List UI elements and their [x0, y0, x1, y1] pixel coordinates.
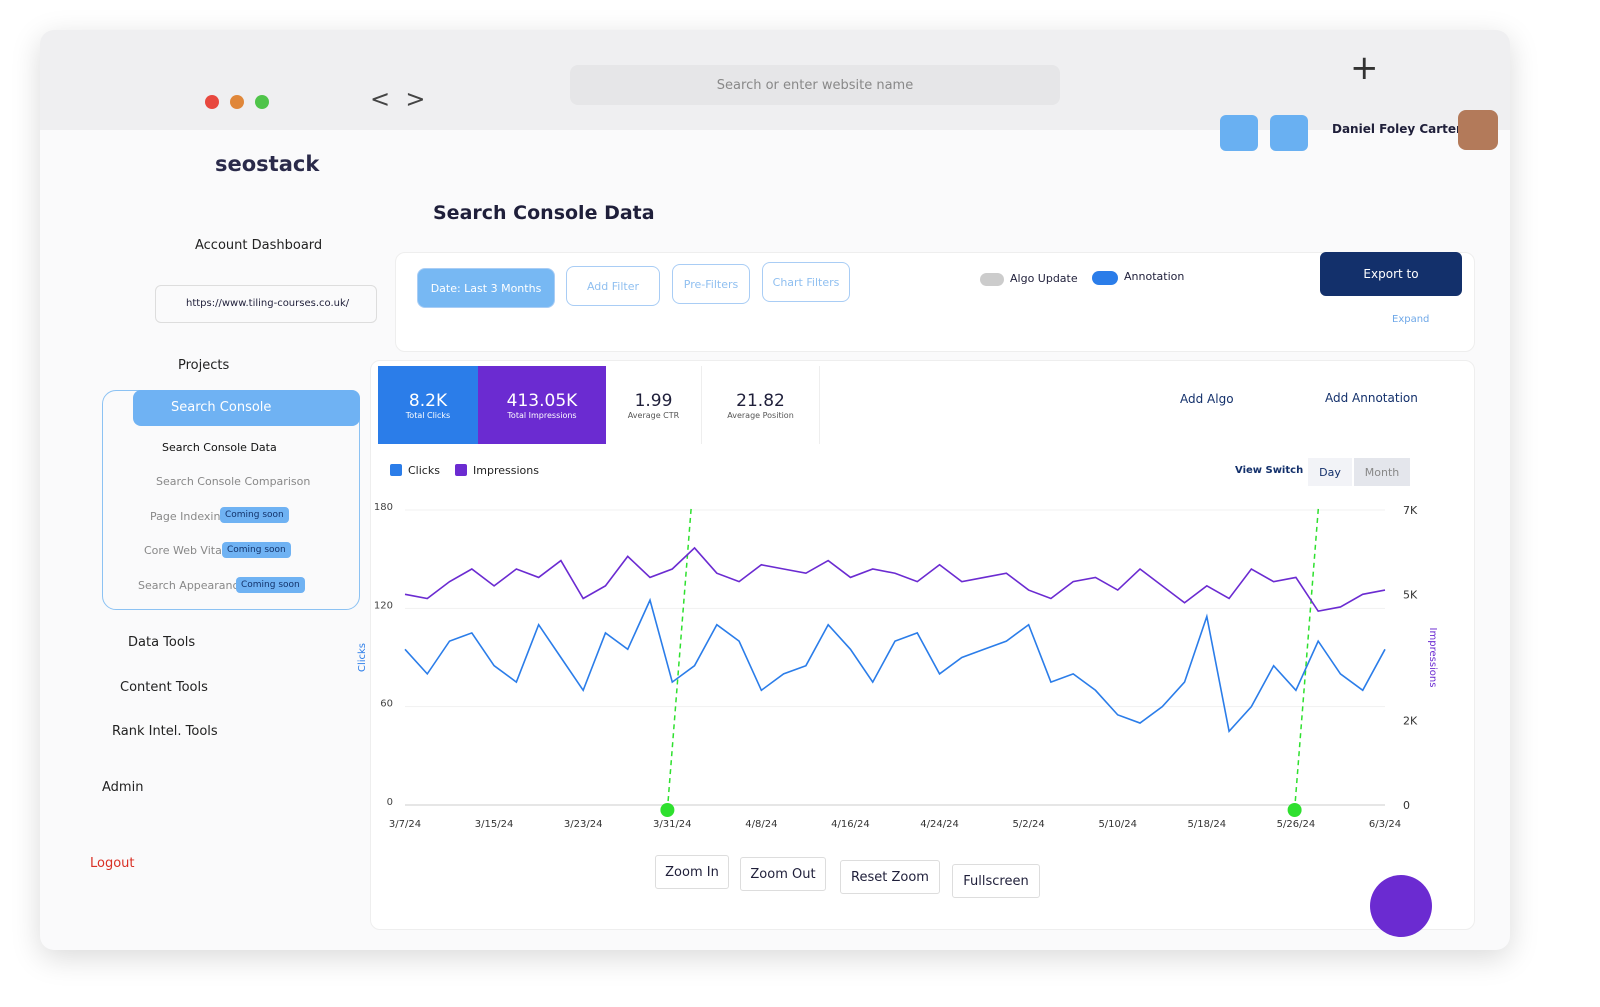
y2-tick-label: 2K	[1403, 715, 1418, 728]
toggle[interactable]	[1092, 271, 1118, 285]
zoom-button[interactable]: Zoom In	[655, 855, 729, 889]
toggle-label: Algo Update	[1010, 272, 1078, 285]
nav-arrows[interactable]: < >	[370, 85, 426, 113]
sub-item[interactable]: Page Indexing	[150, 510, 228, 523]
expand-link[interactable]: Expand	[1392, 314, 1430, 325]
chart-panel	[370, 360, 1475, 930]
user-name[interactable]: Daniel Foley Carter	[1332, 122, 1462, 136]
metric-card[interactable]: 21.82 Average Position	[702, 366, 820, 444]
logout[interactable]: Logout	[90, 856, 135, 871]
x-tick-label: 6/3/24	[1369, 819, 1401, 830]
y-tick-label: 60	[380, 699, 393, 710]
y-tick-label: 0	[387, 797, 393, 808]
metric-label: Total Clicks	[405, 410, 451, 420]
date-filter[interactable]: Date: Last 3 Months	[417, 268, 555, 308]
close-dot[interactable]	[205, 95, 219, 109]
annotation-line	[1293, 504, 1320, 811]
y-tick-label: 120	[374, 600, 393, 611]
x-tick-label: 3/23/24	[564, 819, 603, 830]
x-tick-label: 3/7/24	[389, 819, 421, 830]
chat-button[interactable]	[1370, 875, 1432, 937]
metric-card[interactable]: 413.05K Total Impressions	[478, 366, 606, 444]
y2-tick-label: 5K	[1403, 588, 1418, 601]
nav-item[interactable]: Projects	[178, 358, 230, 373]
sub-item[interactable]: Search Console Data	[162, 441, 277, 454]
export-button[interactable]: Export to	[1320, 252, 1462, 296]
nav-item[interactable]: Admin	[102, 780, 144, 795]
x-tick-label: 5/26/24	[1277, 819, 1316, 830]
y2-axis-title: Impressions	[1427, 628, 1438, 688]
sub-item[interactable]: Search Appearance	[138, 579, 246, 592]
nav-item[interactable]: Account Dashboard	[195, 238, 323, 253]
x-tick-label: 4/8/24	[745, 819, 777, 830]
sub-item[interactable]: Core Web Vitals	[144, 544, 231, 557]
y-tick-label: 180	[374, 502, 393, 513]
zoom-button[interactable]: Zoom Out	[740, 857, 826, 891]
annotation-marker	[1287, 803, 1302, 817]
view-option[interactable]: Month	[1354, 458, 1410, 486]
series-line	[404, 597, 1386, 733]
metric-card[interactable]: 1.99 Average CTR	[606, 366, 702, 444]
x-tick-label: 3/15/24	[475, 819, 514, 830]
legend-label: Clicks	[408, 464, 440, 477]
view-switch-label: View Switch	[1235, 465, 1304, 476]
page-title: Search Console Data	[433, 202, 655, 224]
add-annotation[interactable]: Add Annotation	[1325, 391, 1418, 405]
filter-button[interactable]: Pre-Filters	[672, 264, 750, 304]
settings-button[interactable]	[1220, 115, 1258, 151]
x-tick-label: 4/24/24	[920, 819, 959, 830]
nav-item-active[interactable]: Search Console	[133, 390, 360, 426]
x-tick-label: 5/2/24	[1013, 819, 1045, 830]
legend-label: Impressions	[473, 464, 539, 477]
nav-item[interactable]: Content Tools	[120, 680, 208, 695]
browser-window: < > Search or enter website name + Danie…	[40, 30, 1510, 950]
badge: Coming soon	[220, 507, 289, 523]
y2-tick-label: 0	[1403, 799, 1410, 812]
site-select[interactable]: https://www.tiling-courses.co.uk/	[155, 285, 377, 323]
add-algo[interactable]: Add Algo	[1180, 392, 1234, 406]
min-dot[interactable]	[230, 95, 244, 109]
metric-value: 8.2K	[408, 390, 448, 411]
filter-button[interactable]: Add Filter	[566, 266, 660, 306]
metric-value: 21.82	[736, 390, 785, 411]
nav-item[interactable]: Rank Intel. Tools	[112, 724, 218, 739]
notifications-button[interactable]	[1270, 115, 1308, 151]
badge: Coming soon	[236, 577, 305, 593]
avatar[interactable]	[1458, 110, 1498, 150]
legend-swatch	[390, 464, 402, 476]
annotation-marker	[660, 803, 675, 817]
x-tick-label: 4/16/24	[831, 819, 870, 830]
metric-label: Average CTR	[627, 410, 680, 420]
metric-card[interactable]: 8.2K Total Clicks	[378, 366, 478, 444]
x-tick-label: 5/10/24	[1098, 819, 1137, 830]
badge: Coming soon	[222, 542, 291, 558]
x-tick-label: 3/31/24	[653, 819, 692, 830]
series-line	[404, 546, 1386, 613]
y2-tick-label: 7K	[1403, 504, 1418, 517]
annotation-line	[666, 504, 693, 811]
zoom-button[interactable]: Reset Zoom	[840, 860, 940, 894]
metric-value: 1.99	[634, 390, 673, 411]
zoom-button[interactable]: Fullscreen	[952, 864, 1040, 898]
metric-value: 413.05K	[506, 390, 578, 411]
max-dot[interactable]	[255, 95, 269, 109]
sub-item[interactable]: Search Console Comparison	[156, 475, 311, 488]
legend-swatch	[455, 464, 467, 476]
chart: 0 60 120 180 0 2K 5K 7K Clicks Impressions 3/7/24 3…	[357, 464, 1438, 830]
new-tab[interactable]: +	[1350, 48, 1379, 88]
nav-item[interactable]: Data Tools	[128, 635, 196, 650]
logo[interactable]: seostack	[215, 152, 320, 176]
view-option[interactable]: Day	[1308, 458, 1352, 486]
toggle[interactable]	[980, 273, 1004, 286]
filter-button[interactable]: Chart Filters	[762, 262, 850, 302]
x-tick-label: 5/18/24	[1188, 819, 1227, 830]
y-axis-title: Clicks	[357, 643, 368, 672]
toggle-label: Annotation	[1124, 270, 1185, 283]
metric-label: Total Impressions	[507, 410, 577, 420]
address-bar[interactable]: Search or enter website name	[570, 65, 1060, 105]
metric-label: Average Position	[727, 410, 794, 420]
